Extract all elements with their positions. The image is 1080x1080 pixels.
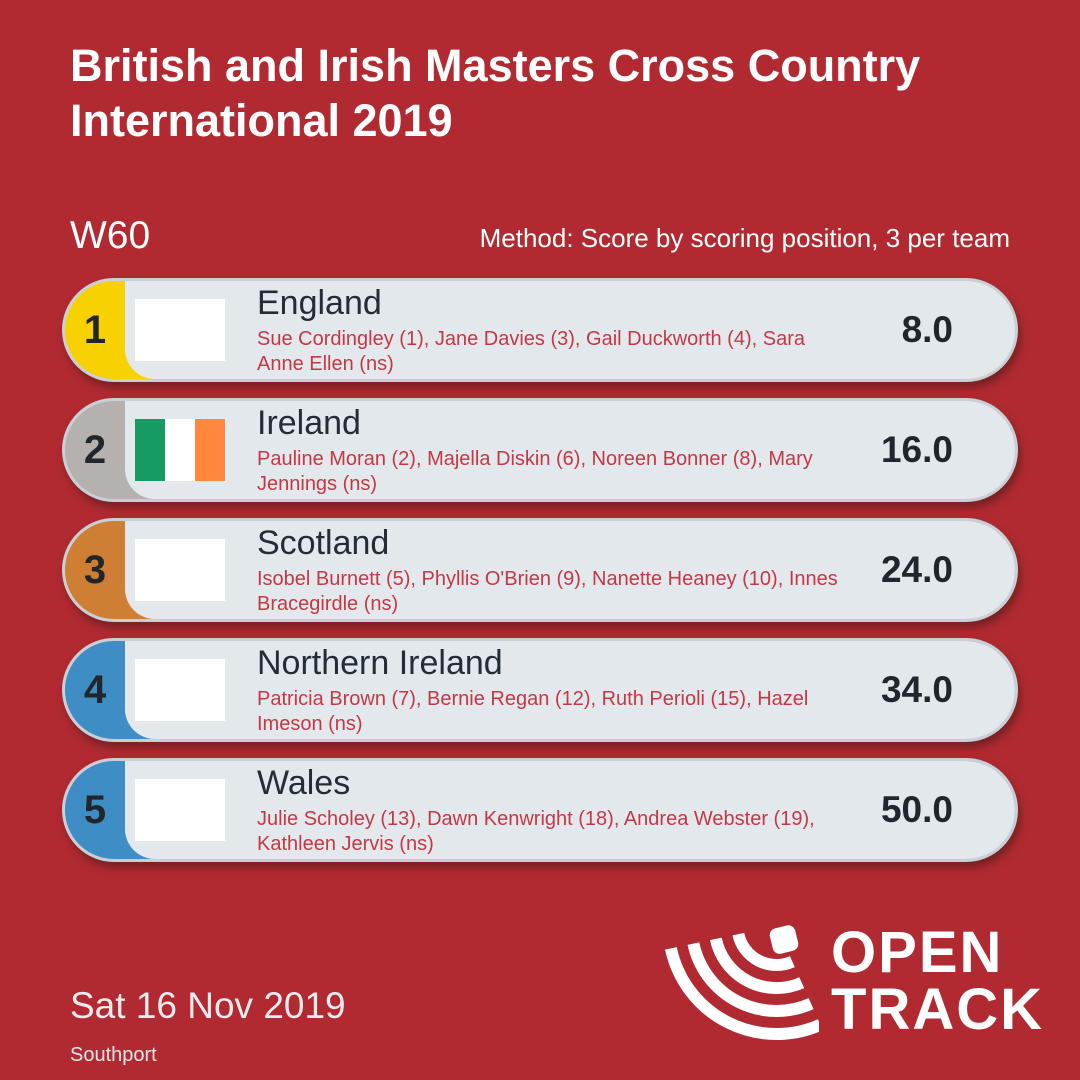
meta-row: W60 Method: Score by scoring position, 3… — [70, 214, 1010, 258]
flag-stripe — [135, 539, 165, 601]
team-score: 8.0 — [901, 309, 953, 350]
team-score: 16.0 — [880, 429, 953, 470]
flag-stripe — [165, 299, 195, 361]
athlete-list: Sue Cordingley (1), Jane Davies (3), Gai… — [257, 327, 805, 375]
team-flag — [135, 539, 225, 601]
flag-stripe — [195, 779, 225, 841]
result-row: 1 England Sue Cordingley (1), Jane Davie… — [62, 278, 1018, 382]
athlete-list: Patricia Brown (7), Bernie Regan (12), R… — [257, 687, 809, 735]
opentrack-track-bend-icon — [665, 925, 820, 1040]
flag-stripe — [135, 419, 165, 481]
flag-stripe — [165, 779, 195, 841]
flag-stripe — [195, 659, 225, 721]
category-label: W60 — [70, 214, 151, 257]
flag-stripe — [135, 659, 165, 721]
athlete-list: Julie Scholey (13), Dawn Kenwright (18),… — [257, 807, 815, 855]
rank-number: 3 — [83, 547, 107, 592]
event-venue: Southport — [70, 1044, 157, 1066]
result-row: 2 Ireland Pauline Moran (2), Majella Dis… — [62, 398, 1018, 502]
opentrack-wordmark-track: TRACK — [831, 977, 1044, 1042]
team-flag — [135, 779, 225, 841]
result-row: 3 Scotland Isobel Burnett (5), Phyllis O… — [62, 518, 1018, 622]
flag-stripe — [195, 539, 225, 601]
team-block: Scotland Isobel Burnett (5), Phyllis O'B… — [257, 524, 842, 617]
team-score: 50.0 — [880, 789, 953, 830]
team-score: 34.0 — [880, 669, 953, 710]
page-title-line2: International 2019 — [70, 95, 453, 146]
athlete-list: Pauline Moran (2), Majella Diskin (6), N… — [257, 447, 813, 495]
team-name: Ireland — [257, 403, 361, 442]
row-body: Scotland Isobel Burnett (5), Phyllis O'B… — [125, 521, 1015, 619]
opentrack-wordmark-open: OPEN — [831, 920, 1004, 985]
team-flag — [135, 419, 225, 481]
flag-stripe — [165, 659, 195, 721]
rank-number: 1 — [83, 307, 107, 352]
row-body: England Sue Cordingley (1), Jane Davies … — [125, 281, 1015, 379]
flag-stripe — [195, 299, 225, 361]
team-name: Northern Ireland — [257, 643, 503, 682]
team-block: Ireland Pauline Moran (2), Majella Diski… — [257, 404, 842, 497]
result-row: 4 Northern Ireland Patricia Brown (7), B… — [62, 638, 1018, 742]
page-title-line1: British and Irish Masters Cross Country — [70, 40, 921, 91]
athlete-list: Isobel Burnett (5), Phyllis O'Brien (9),… — [257, 567, 838, 615]
flag-stripe — [165, 419, 195, 481]
event-date: Sat 16 Nov 2019 — [70, 985, 346, 1026]
result-row: 5 Wales Julie Scholey (13), Dawn Kenwrig… — [62, 758, 1018, 862]
team-score: 24.0 — [880, 549, 953, 590]
flag-stripe — [135, 779, 165, 841]
opentrack-logo: OPEN TRACK — [664, 914, 1044, 1054]
team-name: Wales — [257, 763, 351, 802]
scoring-method-label: Method: Score by scoring position, 3 per… — [479, 223, 1010, 253]
team-flag — [135, 659, 225, 721]
flag-stripe — [135, 299, 165, 361]
page-title: British and Irish Masters Cross Country … — [70, 38, 1030, 148]
team-block: Wales Julie Scholey (13), Dawn Kenwright… — [257, 764, 842, 857]
flag-stripe — [165, 539, 195, 601]
rank-number: 5 — [83, 787, 107, 832]
team-name: Scotland — [257, 523, 390, 562]
opentrack-wordmark: OPEN TRACK — [831, 920, 1044, 1042]
team-flag — [135, 299, 225, 361]
team-block: Northern Ireland Patricia Brown (7), Ber… — [257, 644, 842, 737]
team-block: England Sue Cordingley (1), Jane Davies … — [257, 284, 842, 377]
row-body: Northern Ireland Patricia Brown (7), Ber… — [125, 641, 1015, 739]
flag-stripe — [195, 419, 225, 481]
row-body: Wales Julie Scholey (13), Dawn Kenwright… — [125, 761, 1015, 859]
row-body: Ireland Pauline Moran (2), Majella Diski… — [125, 401, 1015, 499]
footer-date-block: Sat 16 Nov 2019 Southport — [70, 985, 346, 1067]
team-name: England — [257, 283, 382, 322]
results-list: 1 England Sue Cordingley (1), Jane Davie… — [62, 278, 1018, 878]
rank-number: 4 — [83, 667, 107, 712]
rank-number: 2 — [83, 427, 107, 472]
